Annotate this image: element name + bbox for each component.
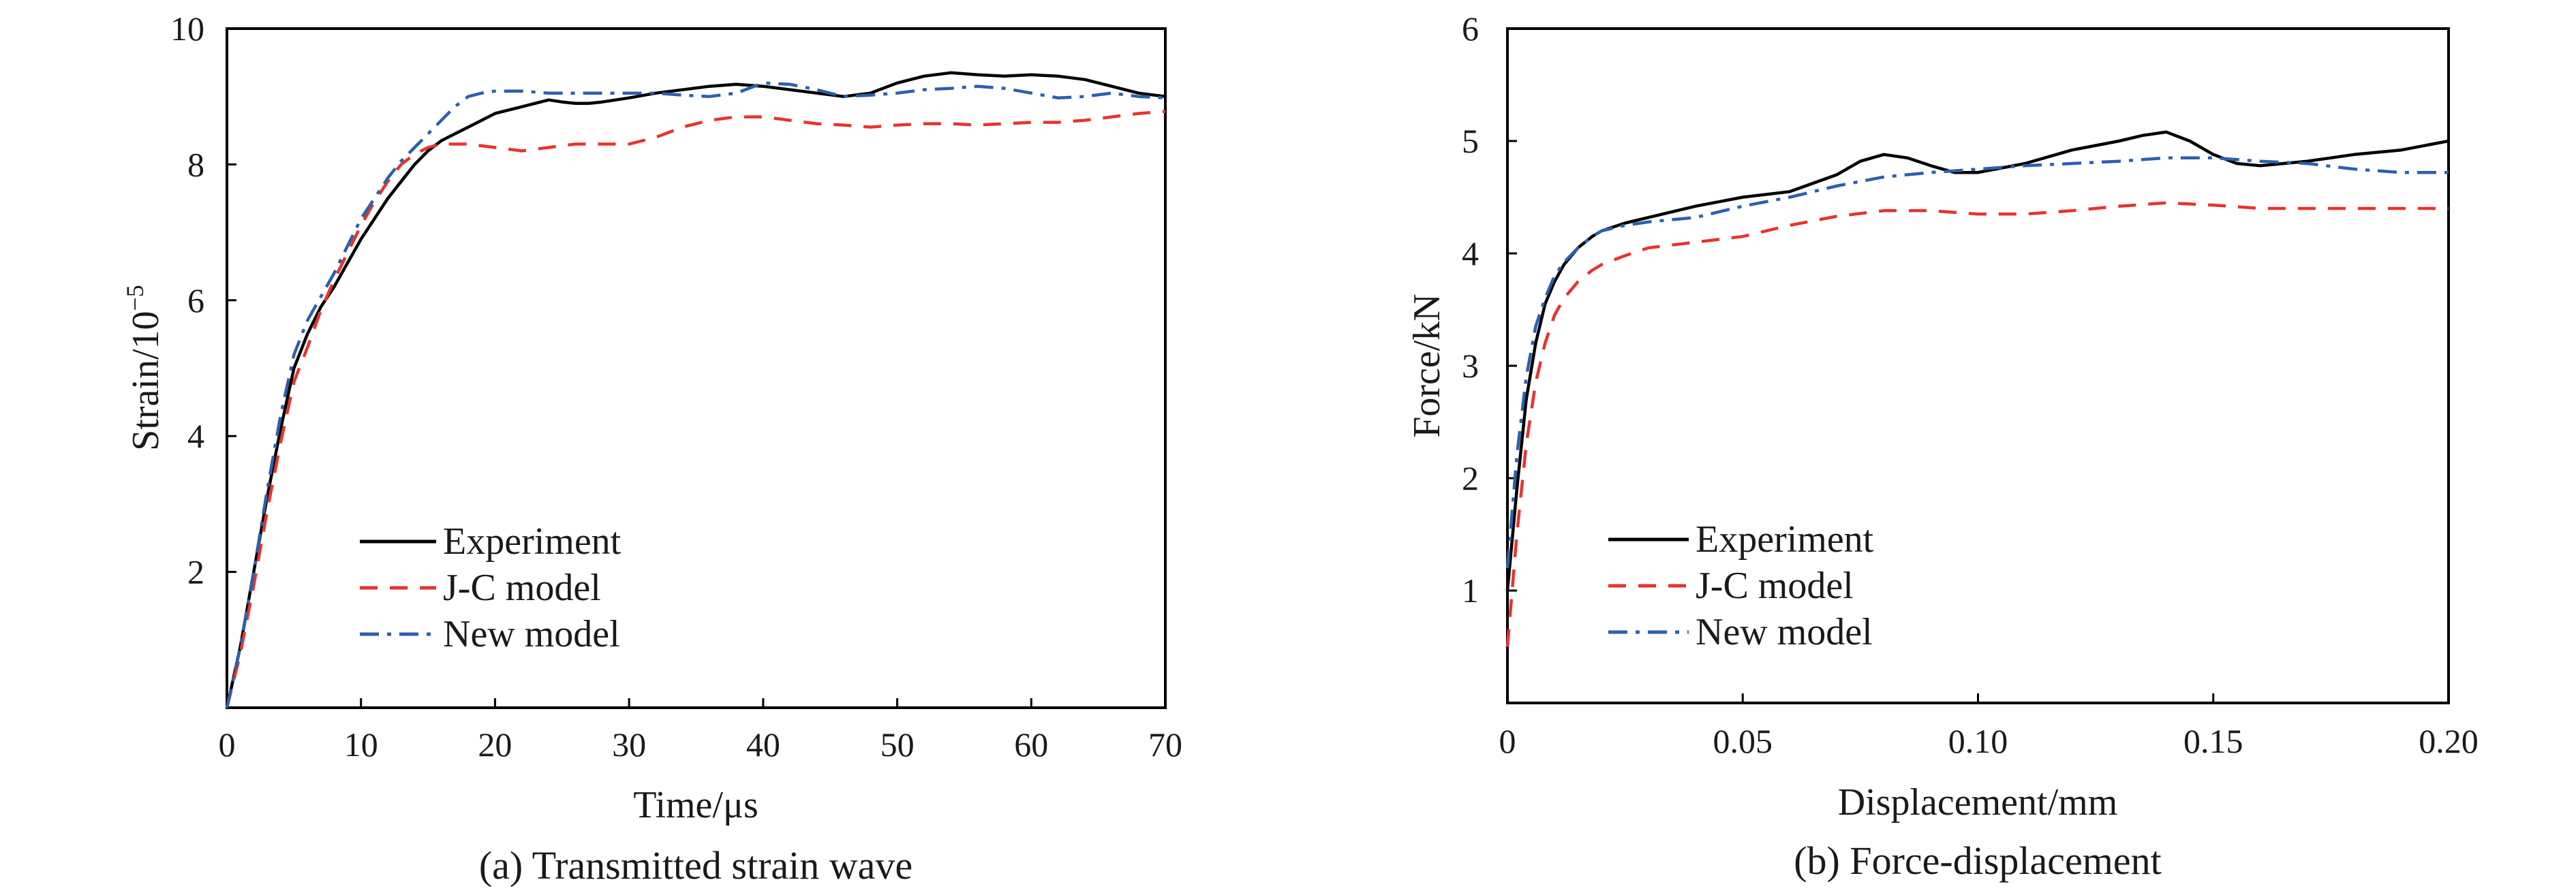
- x-ticks: 0 10 20 30 40 50 60 70: [219, 698, 1182, 764]
- x-tick-label: 0.20: [2419, 722, 2479, 760]
- y-axis-label-base: Strain/10: [125, 311, 167, 450]
- legend-label-new-model: New model: [443, 613, 620, 655]
- x-tick-label: 0.15: [2183, 722, 2243, 760]
- series-line-new-model: [225, 81, 1166, 708]
- y-tick-label: 3: [1462, 347, 1479, 385]
- legend-label-experiment: Experiment: [1696, 518, 1874, 561]
- y-tick-label: 6: [187, 281, 204, 319]
- x-tick-label: 40: [746, 725, 780, 764]
- series-line-experiment: [225, 71, 1166, 708]
- x-tick-label: 0.10: [1948, 722, 2008, 760]
- caption-a: (a) Transmitted strain wave: [479, 843, 913, 888]
- legend-label-experiment: Experiment: [443, 520, 622, 563]
- y-tick-label: 8: [187, 145, 204, 183]
- y-tick-label: 5: [1462, 122, 1479, 160]
- x-axis-label: Time/μs: [633, 784, 758, 826]
- series-lines: [1505, 130, 2449, 647]
- y-axis-label-exponent: −5: [121, 285, 149, 311]
- x-ticks: 0 0.05 0.10 0.15 0.20: [1499, 693, 2479, 760]
- y-axis-label: Strain/10−5: [121, 285, 167, 451]
- caption-b: (b) Force-displacement: [1794, 839, 2162, 883]
- y-tick-label: 4: [1462, 234, 1479, 272]
- x-tick-label: 0: [1499, 722, 1516, 760]
- series-lines: [225, 71, 1166, 708]
- series-line-j-c-model: [225, 110, 1166, 708]
- x-tick-label: 10: [344, 725, 378, 764]
- y-ticks: 2 4 6 8 10: [170, 10, 236, 591]
- y-tick-label: 2: [187, 553, 204, 591]
- x-axis-label: Displacement/mm: [1838, 781, 2118, 824]
- plot-frame: [1506, 27, 2450, 704]
- x-tick-label: 20: [478, 725, 512, 764]
- x-tick-label: 0.05: [1713, 722, 1773, 760]
- legend: Experiment J-C model New model: [360, 520, 622, 655]
- y-tick-label: 2: [1462, 459, 1479, 497]
- legend-label-new-model: New model: [1696, 611, 1873, 653]
- panel-b-force-chart: 0 0.05 0.10 0.15 0.20 1 2 3 4 5 6 Displacement/mm…: [1406, 10, 2479, 883]
- legend-label-jc-model: J-C model: [443, 567, 601, 609]
- y-tick-label: 6: [1462, 10, 1479, 48]
- legend-label-jc-model: J-C model: [1696, 565, 1854, 607]
- y-tick-label: 1: [1462, 571, 1479, 610]
- x-tick-label: 70: [1148, 725, 1182, 764]
- series-line-new-model: [1505, 156, 2449, 569]
- x-tick-label: 50: [880, 725, 915, 764]
- x-tick-label: 60: [1014, 725, 1048, 764]
- y-tick-label: 4: [187, 417, 204, 455]
- y-tick-label: 10: [170, 10, 204, 48]
- series-line-j-c-model: [1505, 201, 2449, 647]
- y-ticks: 1 2 3 4 5 6: [1462, 10, 1517, 610]
- series-line-experiment: [1505, 130, 2449, 591]
- y-axis-label: Force/kN: [1406, 294, 1448, 438]
- plot-frame: [226, 27, 1167, 709]
- legend: Experiment J-C model New model: [1608, 518, 1874, 653]
- x-tick-label: 30: [612, 725, 646, 764]
- x-tick-label: 0: [219, 725, 236, 764]
- panel-a-strain-chart: 0 10 20 30 40 50 60 70 2 4 6 8 10 Time/μs Strain/10…: [121, 10, 1182, 888]
